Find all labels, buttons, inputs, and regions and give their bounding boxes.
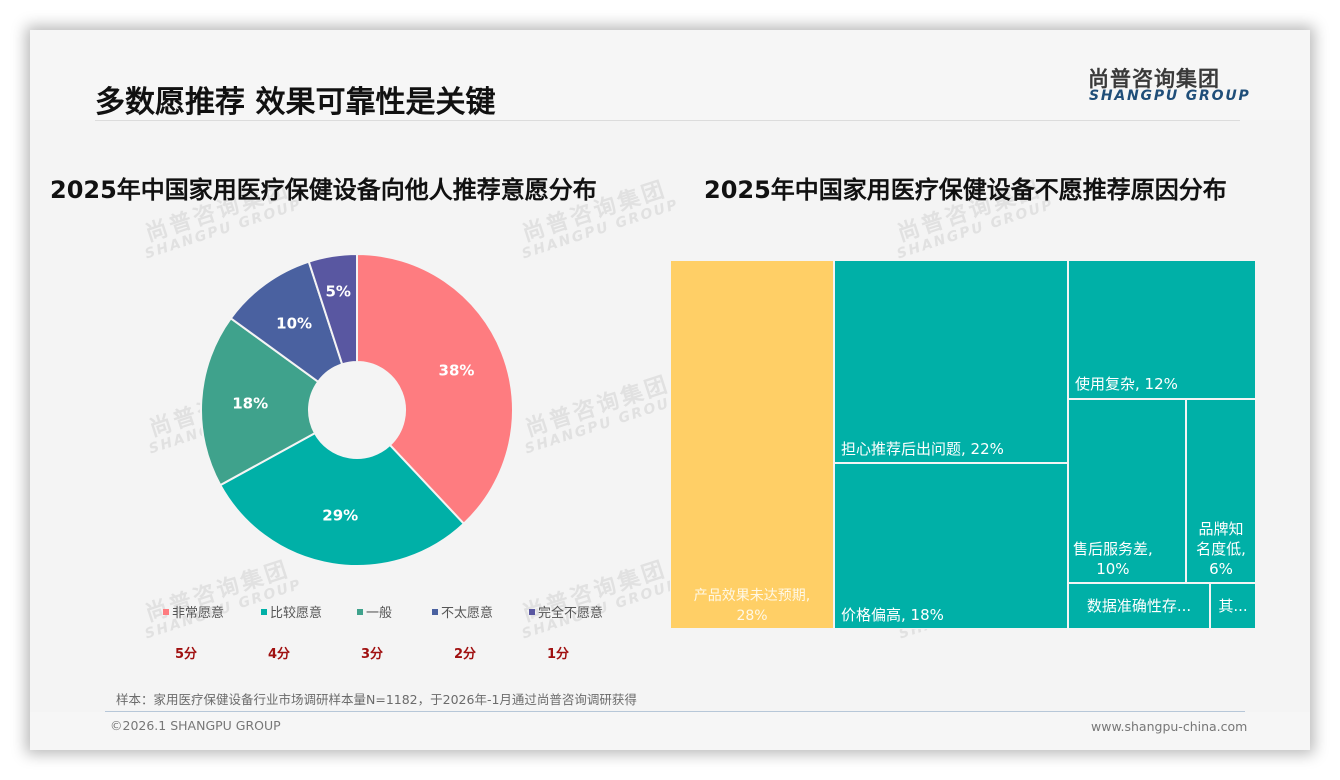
treemap-tile-effect-below-expectation[interactable]: 产品效果未达预期, 28%	[670, 260, 834, 629]
title-divider	[95, 120, 1240, 121]
website-link[interactable]: www.shangpu-china.com	[1091, 719, 1248, 734]
treemap-tile-poor-after-sales[interactable]: 售后服务差, 10%	[1068, 399, 1186, 583]
sample-note: 样本：家用医疗保健设备行业市场调研样本量N=1182，于2026年-1月通过尚普…	[116, 692, 637, 707]
header-band	[30, 30, 1310, 120]
donut-slice-5[interactable]	[307, 252, 358, 366]
donut-slice-1[interactable]	[356, 252, 514, 526]
treemap-tile-complex-to-use[interactable]: 使用复杂, 12%	[1068, 260, 1256, 399]
score-label: 5分	[175, 647, 198, 662]
slide: 多数愿推荐 效果可靠性是关键 尚普咨询集团 SHANGPU GROUP 尚普咨询…	[30, 30, 1310, 750]
score-label: 4分	[268, 647, 291, 662]
donut-slice-label: 5%	[325, 282, 350, 300]
tile-label: 售后服务差,	[1073, 540, 1153, 558]
legend-label: 完全不愿意	[538, 606, 604, 621]
tile-label: 其...	[1218, 597, 1248, 615]
treemap-tile-low-brand-awareness[interactable]: 品牌知 名度低, 6%	[1186, 399, 1256, 583]
legend-swatch	[432, 608, 438, 615]
legend-swatch	[163, 608, 169, 615]
score-label: 2分	[454, 647, 477, 662]
donut-slice-label: 10%	[276, 314, 312, 332]
legend-swatch	[261, 608, 267, 615]
tile-value: 6%	[1209, 560, 1233, 578]
logo-english: SHANGPU GROUP	[1089, 88, 1251, 104]
legend-label: 非常愿意	[172, 606, 225, 621]
legend-label: 比较愿意	[270, 606, 323, 621]
tile-label: 品牌知	[1198, 520, 1244, 538]
legend-label: 一般	[366, 606, 393, 621]
donut-slice-label: 29%	[322, 507, 358, 525]
tile-value: 10%	[1096, 560, 1130, 578]
legend-swatch	[529, 608, 535, 615]
tile-label: 价格偏高, 18%	[841, 606, 944, 624]
legend-item-fairly-willing[interactable]: 比较愿意	[261, 602, 322, 621]
tile-label: 数据准确性存...	[1086, 597, 1192, 615]
donut-slice-label: 38%	[439, 362, 475, 380]
tile-label: 担心推荐后出问题, 22%	[841, 440, 1004, 458]
donut-slice-3[interactable]	[200, 316, 320, 487]
treemap-chart: 产品效果未达预期, 28% 担心推荐后出问题, 22% 价格偏高, 18% 使用…	[670, 260, 1256, 629]
tile-label: 产品效果未达预期,	[693, 588, 811, 604]
score-label: 3分	[361, 647, 384, 662]
legend-label: 不太愿意	[441, 606, 494, 621]
treemap-chart-title: 2025年中国家用医疗保健设备不愿推荐原因分布	[704, 176, 1227, 204]
legend-item-not-willing-at-all[interactable]: 完全不愿意	[529, 602, 603, 621]
score-label: 1分	[547, 647, 570, 662]
legend-swatch	[357, 608, 363, 615]
legend-item-not-very-willing[interactable]: 不太愿意	[432, 602, 493, 621]
treemap-tile-data-accuracy[interactable]: 数据准确性存...	[1068, 583, 1210, 629]
logo-chinese: 尚普咨询集团	[1088, 67, 1220, 91]
donut-chart: 38% 29% 18% 10% 5%	[200, 252, 514, 567]
donut-legend: 非常愿意 比较愿意 一般 不太愿意 完全不愿意	[163, 602, 643, 622]
tile-value: 28%	[736, 608, 768, 624]
donut-slice-2[interactable]	[218, 431, 466, 567]
legend-item-very-willing[interactable]: 非常愿意	[163, 602, 224, 621]
treemap-tile-price-high[interactable]: 价格偏高, 18%	[834, 463, 1068, 629]
tile-label: 名度低,	[1196, 540, 1246, 558]
page-title: 多数愿推荐 效果可靠性是关键	[95, 85, 496, 120]
footer-divider	[105, 711, 1245, 712]
footer-band	[30, 712, 1310, 750]
legend-item-neutral[interactable]: 一般	[357, 602, 392, 621]
treemap-tile-worry-after-recommend[interactable]: 担心推荐后出问题, 22%	[834, 260, 1068, 463]
treemap-tile-other[interactable]: 其...	[1210, 583, 1256, 629]
tile-label: 使用复杂, 12%	[1075, 375, 1178, 393]
donut-slice-label: 18%	[232, 394, 268, 412]
donut-chart-title: 2025年中国家用医疗保健设备向他人推荐意愿分布	[50, 176, 597, 204]
copyright: ©2026.1 SHANGPU GROUP	[110, 718, 281, 733]
